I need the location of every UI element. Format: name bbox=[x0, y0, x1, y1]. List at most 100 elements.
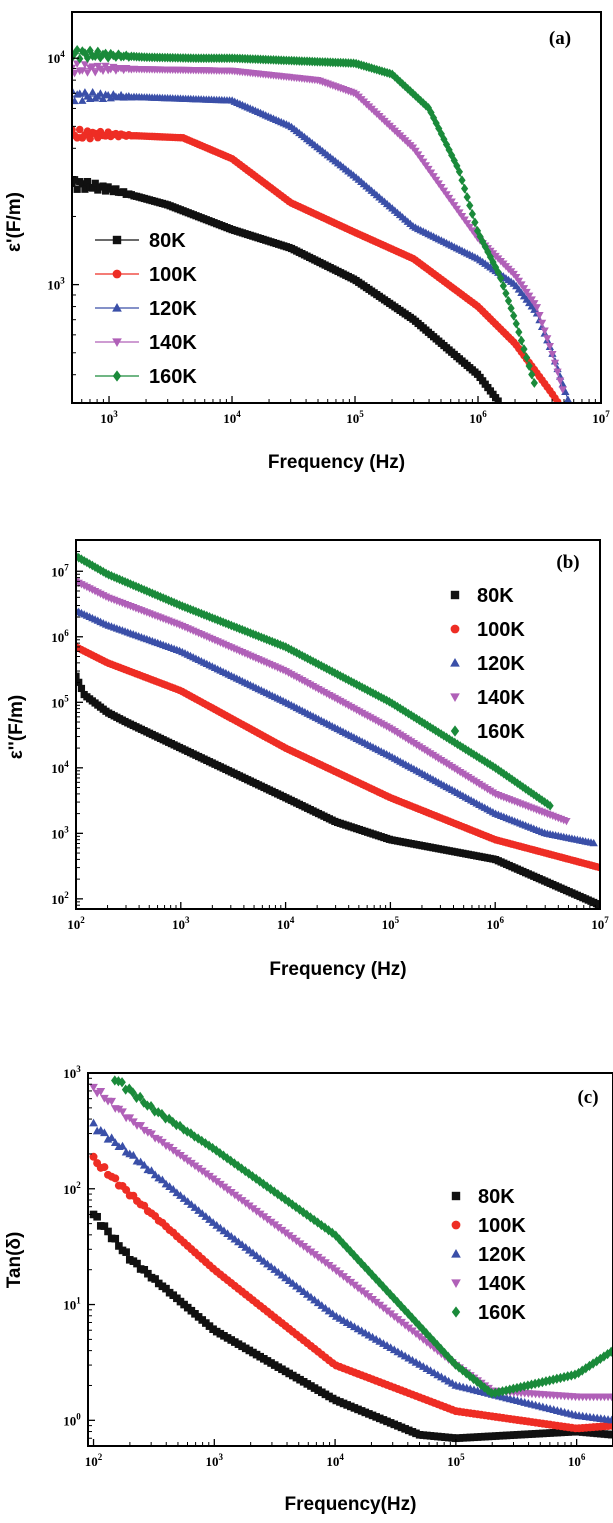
data-point-b-80K bbox=[76, 672, 80, 680]
data-point-b-160K bbox=[508, 774, 516, 785]
legend-label: 100K bbox=[149, 264, 197, 286]
series-a-160K bbox=[72, 45, 538, 388]
data-point-a-140K bbox=[532, 304, 542, 312]
x-tick-label: 103 bbox=[172, 915, 190, 932]
y-tick-label: 104 bbox=[51, 759, 69, 776]
x-tick-label: 102 bbox=[67, 915, 85, 932]
data-point-c-160K bbox=[201, 1138, 210, 1149]
data-point-a-160K bbox=[530, 378, 538, 388]
data-point-b-160K bbox=[527, 787, 535, 798]
legend-label: 140K bbox=[149, 332, 197, 354]
data-point-b-160K bbox=[538, 795, 546, 806]
data-point-c-80K bbox=[133, 1259, 141, 1268]
series-b-160K bbox=[76, 551, 554, 811]
legend-label: 100K bbox=[478, 1215, 526, 1237]
plot-area-b bbox=[76, 551, 600, 909]
data-point-a-120K bbox=[563, 395, 573, 403]
legend-label: 160K bbox=[478, 1302, 526, 1324]
series-a-100K bbox=[72, 125, 562, 403]
legend-marker bbox=[450, 590, 460, 600]
data-point-b-160K bbox=[304, 653, 312, 664]
data-point-c-160K bbox=[252, 1173, 260, 1184]
series-b-100K bbox=[76, 643, 600, 872]
legend-label: 120K bbox=[477, 653, 525, 675]
data-point-c-100K bbox=[100, 1163, 109, 1172]
data-point-b-160K bbox=[524, 785, 532, 796]
series-b-120K bbox=[76, 606, 598, 847]
legend-marker bbox=[451, 1279, 461, 1289]
data-point-c-80K bbox=[93, 1212, 101, 1221]
data-point-a-140K bbox=[91, 69, 100, 77]
y-tick-label: 106 bbox=[51, 628, 69, 645]
data-point-b-100K bbox=[595, 863, 600, 872]
data-point-b-160K bbox=[543, 799, 551, 809]
data-point-a-160K bbox=[430, 112, 438, 123]
data-point-a-80K bbox=[81, 185, 89, 193]
data-point-c-140K bbox=[607, 1393, 613, 1402]
x-tick-label: 103 bbox=[100, 409, 118, 426]
data-point-b-160K bbox=[298, 650, 306, 661]
data-point-a-140K bbox=[72, 70, 79, 78]
data-point-a-120K bbox=[98, 94, 108, 103]
data-point-a-160K bbox=[406, 86, 414, 96]
data-point-a-160K bbox=[507, 303, 515, 314]
data-point-a-80K bbox=[101, 187, 110, 195]
x-axis-label: Frequency (Hz) bbox=[268, 452, 405, 473]
data-point-c-140K bbox=[107, 1097, 117, 1106]
data-point-b-160K bbox=[77, 554, 86, 565]
y-tick-label: 103 bbox=[51, 824, 69, 841]
data-point-b-160K bbox=[541, 797, 549, 807]
data-point-c-160K bbox=[408, 1312, 416, 1323]
chart-panel-c: 102 103 104 105 106 100 101 102 103 Frequency(Hz)… bbox=[4, 1064, 613, 1515]
series-c-120K bbox=[89, 1118, 613, 1424]
data-point-c-160K bbox=[480, 1382, 489, 1393]
data-point-a-140K bbox=[556, 377, 565, 385]
x-axis-label: Frequency (Hz) bbox=[269, 959, 406, 980]
legend-label: 100K bbox=[477, 619, 525, 641]
data-point-c-160K bbox=[226, 1155, 235, 1166]
data-point-b-160K bbox=[328, 666, 336, 677]
data-point-a-160K bbox=[499, 281, 507, 291]
data-point-c-160K bbox=[259, 1178, 268, 1190]
data-point-a-80K bbox=[72, 179, 76, 187]
data-point-a-160K bbox=[502, 288, 510, 299]
data-point-b-160K bbox=[546, 800, 554, 811]
series-line-a-80K bbox=[72, 182, 499, 402]
data-point-c-120K bbox=[168, 1184, 178, 1193]
data-point-a-160K bbox=[522, 352, 531, 363]
data-point-c-160K bbox=[118, 1077, 126, 1088]
data-point-c-120K bbox=[139, 1160, 149, 1169]
legend-marker bbox=[450, 624, 460, 634]
data-point-c-120K bbox=[158, 1175, 167, 1184]
data-point-c-160K bbox=[125, 1083, 134, 1094]
data-point-c-160K bbox=[357, 1257, 365, 1269]
data-point-b-160K bbox=[323, 663, 331, 674]
data-point-b-160K bbox=[393, 701, 402, 712]
data-point-b-160K bbox=[535, 793, 543, 804]
legend-marker bbox=[450, 725, 460, 737]
y-tick-label: 100 bbox=[63, 1411, 81, 1428]
data-point-a-160K bbox=[471, 217, 479, 228]
data-point-b-160K bbox=[355, 681, 363, 691]
data-point-a-120K bbox=[72, 96, 79, 105]
data-point-a-160K bbox=[528, 369, 536, 380]
data-point-c-160K bbox=[582, 1363, 590, 1374]
panel-label: (a) bbox=[549, 28, 571, 49]
data-point-a-160K bbox=[445, 145, 453, 155]
data-point-b-160K bbox=[440, 730, 448, 741]
data-point-a-120K bbox=[72, 86, 77, 95]
y-tick-label: 101 bbox=[63, 1296, 81, 1313]
data-point-a-160K bbox=[463, 192, 471, 202]
y-axis-label: ε''(F/m) bbox=[6, 695, 27, 760]
data-point-a-80K bbox=[89, 184, 97, 192]
y-tick-label: 105 bbox=[51, 693, 69, 710]
data-point-a-140K bbox=[80, 61, 90, 69]
legend-marker bbox=[451, 1306, 461, 1318]
data-point-b-160K bbox=[342, 673, 350, 684]
data-point-a-160K bbox=[83, 53, 92, 63]
plot-frame bbox=[71, 11, 602, 404]
x-tick-label: 104 bbox=[326, 1452, 344, 1469]
legend-marker bbox=[450, 657, 460, 667]
legend-label: 120K bbox=[478, 1244, 526, 1266]
data-point-b-160K bbox=[306, 655, 314, 665]
